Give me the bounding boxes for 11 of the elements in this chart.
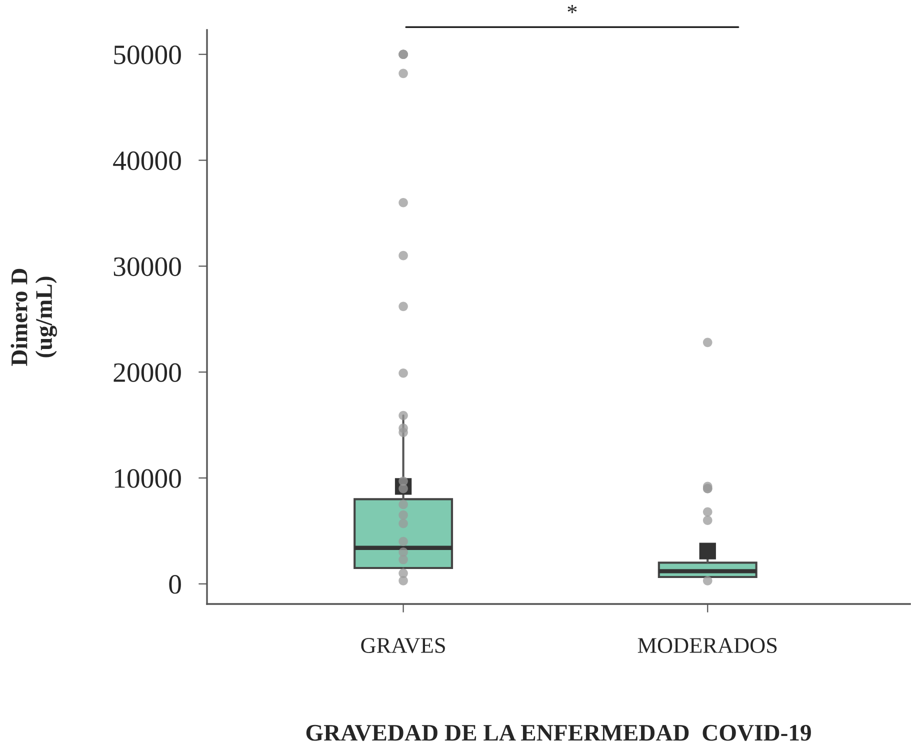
y-tick-label: 50000 [114,46,181,64]
x-tick-label: MODERADOS [638,638,777,653]
y-tick-label: 10000 [115,469,181,488]
y-tick-label: 0 [169,575,181,594]
y-axis-title: Dimero D (ug/mL) [10,268,57,366]
x-axis-title: GRAVEDAD DE LA ENFERMEDAD COVID-19 [306,724,811,741]
text: * [568,4,577,14]
y-tick-label: 40000 [113,151,181,170]
y-tick-label: 20000 [114,363,181,382]
y-tick-label: 30000 [114,257,181,276]
x-tick-label: GRAVES [361,638,445,654]
